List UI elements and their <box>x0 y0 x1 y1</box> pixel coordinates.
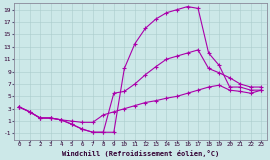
X-axis label: Windchill (Refroidissement éolien,°C): Windchill (Refroidissement éolien,°C) <box>62 150 219 156</box>
